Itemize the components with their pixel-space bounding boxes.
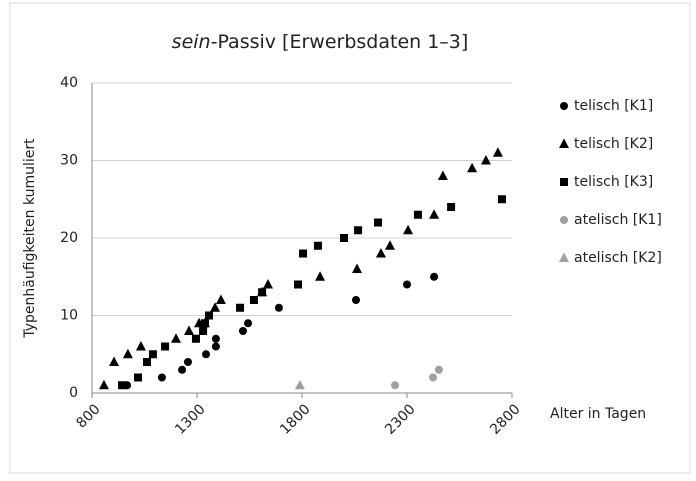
point — [98, 379, 109, 390]
point — [133, 373, 142, 382]
title-rest: -Passiv [Erwerbsdaten 1–3] — [211, 31, 469, 53]
point — [313, 241, 322, 250]
point — [199, 327, 208, 335]
point — [211, 334, 220, 343]
point — [143, 358, 152, 366]
point — [429, 373, 438, 382]
point — [352, 263, 363, 273]
point — [340, 234, 348, 242]
legend-label: telisch [K3] — [574, 174, 653, 190]
x-axis-label: Alter in Tagen — [550, 406, 646, 422]
point — [391, 381, 400, 390]
point — [200, 319, 209, 328]
point — [434, 365, 443, 374]
point — [429, 209, 440, 219]
point — [135, 341, 146, 351]
title-italic: sein — [172, 31, 211, 53]
point — [183, 358, 192, 366]
legend-marker — [560, 216, 568, 224]
point — [109, 356, 120, 366]
point — [236, 303, 245, 312]
point — [497, 195, 506, 204]
point — [437, 170, 448, 180]
legend-marker — [559, 138, 569, 148]
point — [211, 342, 220, 351]
point — [244, 319, 253, 328]
point — [148, 350, 157, 359]
legend-label: atelisch [K1] — [574, 212, 662, 228]
legend-label: atelisch [K2] — [574, 250, 662, 266]
point — [315, 271, 326, 281]
point — [480, 155, 491, 165]
point — [262, 279, 273, 289]
point — [274, 303, 283, 312]
legend-marker — [559, 252, 569, 262]
point — [294, 280, 303, 289]
point — [122, 348, 133, 359]
legend-label: telisch [K2] — [574, 136, 653, 152]
point — [258, 288, 267, 297]
chart-title: sein-Passiv [Erwerbsdaten 1–3] — [172, 31, 469, 53]
point — [171, 333, 181, 343]
point — [351, 296, 360, 304]
point — [157, 373, 166, 382]
point — [249, 296, 258, 304]
point — [374, 218, 383, 227]
point — [204, 311, 213, 320]
point — [238, 327, 247, 335]
point — [118, 381, 127, 390]
y-tick-label: 30 — [60, 153, 78, 169]
point — [384, 240, 395, 250]
point — [430, 272, 439, 281]
point — [294, 379, 305, 390]
legend-label: telisch [K1] — [574, 98, 653, 114]
y-tick-label: 10 — [60, 308, 78, 324]
legend-marker — [560, 102, 568, 110]
point — [299, 249, 308, 258]
point — [354, 226, 363, 235]
point — [492, 147, 503, 157]
point — [403, 280, 411, 289]
y-tick-label: 20 — [60, 230, 78, 246]
point — [210, 302, 221, 312]
point — [178, 365, 187, 374]
point — [202, 350, 211, 359]
y-tick-label: 40 — [60, 75, 78, 91]
point — [191, 334, 200, 343]
y-axis-label: Typenhäufigkeiten kumuliert — [22, 138, 38, 339]
point — [375, 248, 386, 258]
point — [184, 325, 195, 335]
point — [467, 162, 478, 173]
point — [161, 342, 170, 351]
point — [215, 294, 226, 304]
point — [447, 203, 456, 211]
point — [403, 224, 414, 235]
y-tick-label: 0 — [69, 385, 78, 401]
legend-marker — [560, 178, 568, 186]
point — [413, 210, 422, 219]
